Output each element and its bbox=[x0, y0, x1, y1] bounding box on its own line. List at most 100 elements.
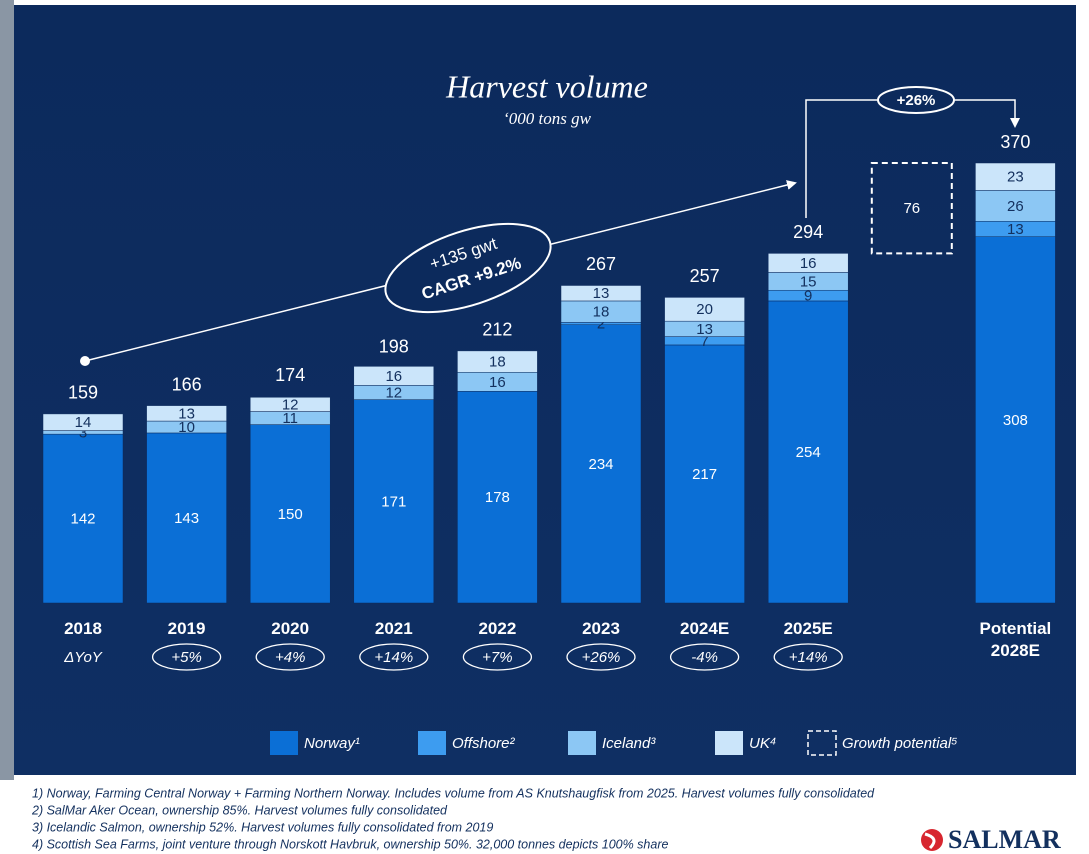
x-tick-label: 2024E bbox=[680, 619, 730, 638]
bar-segment bbox=[767, 300, 849, 604]
bar-segment bbox=[975, 190, 1056, 222]
segment-label: 11 bbox=[282, 410, 298, 427]
bar-segment bbox=[353, 366, 435, 386]
segment-label: 171 bbox=[381, 493, 406, 510]
footnote: 4) Scottish Sea Farms, joint venture thr… bbox=[32, 837, 668, 851]
bar-segment bbox=[975, 162, 1056, 191]
total-label: 174 bbox=[275, 365, 305, 385]
legend-swatch bbox=[418, 731, 446, 755]
footnote: 3) Icelandic Salmon, ownership 52%. Harv… bbox=[32, 820, 493, 834]
yoy-label: +4% bbox=[275, 649, 305, 666]
bar-segment bbox=[249, 397, 331, 412]
legend-label: Iceland³ bbox=[602, 735, 656, 752]
yoy-label: +14% bbox=[789, 649, 828, 666]
segment-label: 3 bbox=[79, 424, 87, 441]
total-label: 294 bbox=[793, 222, 823, 242]
total-label: 166 bbox=[172, 374, 202, 394]
segment-label: 12 bbox=[385, 384, 402, 401]
legend-swatch bbox=[568, 731, 596, 755]
segment-label: 9 bbox=[804, 288, 812, 305]
x-tick-label: 2022 bbox=[478, 619, 517, 638]
bar-segment bbox=[664, 344, 745, 604]
bar-segment bbox=[457, 350, 538, 373]
yoy-label: +26% bbox=[582, 649, 621, 666]
segment-label: 26 bbox=[1007, 198, 1024, 215]
yoy-ellipse bbox=[566, 643, 636, 671]
yoy-ellipse bbox=[669, 643, 740, 671]
total-label: 212 bbox=[482, 320, 512, 340]
growth-text: +26% bbox=[897, 92, 936, 109]
bar-segment bbox=[42, 413, 124, 431]
segment-label: 254 bbox=[796, 444, 821, 461]
background bbox=[14, 5, 1076, 775]
yoy-ellipse bbox=[151, 643, 222, 671]
yoy-title: ΔYoY bbox=[63, 649, 103, 666]
bar-segment bbox=[353, 399, 435, 604]
growth-ellipse bbox=[877, 86, 955, 114]
segment-label: 18 bbox=[489, 354, 506, 371]
segment-label: 16 bbox=[489, 374, 506, 391]
segment-label: 150 bbox=[278, 506, 303, 523]
bar-segment bbox=[42, 433, 124, 604]
segment-label: 143 bbox=[174, 510, 199, 527]
footnote: 2) SalMar Aker Ocean, ownership 85%. Har… bbox=[31, 803, 448, 817]
yoy-label: +5% bbox=[171, 649, 201, 666]
segment-label: 13 bbox=[178, 405, 195, 422]
total-label: 198 bbox=[379, 336, 409, 356]
segment-label: 16 bbox=[385, 368, 402, 385]
segment-label: 308 bbox=[1003, 412, 1028, 429]
x-tick-label: 2025E bbox=[783, 619, 833, 638]
total-label: 159 bbox=[68, 383, 98, 403]
total-label: 370 bbox=[1000, 132, 1030, 152]
segment-label: 13 bbox=[1007, 221, 1024, 238]
bar-segment bbox=[767, 253, 849, 273]
photo-strip bbox=[0, 0, 14, 780]
yoy-ellipse bbox=[255, 643, 325, 671]
legend-label: Offshore² bbox=[452, 735, 516, 752]
yoy-label: +14% bbox=[374, 649, 413, 666]
segment-label: 217 bbox=[692, 466, 717, 483]
x-tick-label: 2021 bbox=[374, 619, 413, 638]
segment-label: 178 bbox=[485, 489, 510, 506]
yoy-label: -4% bbox=[691, 649, 718, 666]
legend-label: UK⁴ bbox=[749, 735, 776, 752]
logo-mark bbox=[924, 832, 936, 850]
segment-label: 234 bbox=[588, 456, 613, 473]
segment-label: 2 bbox=[597, 316, 605, 333]
bar-segment bbox=[560, 324, 642, 604]
yoy-ellipse bbox=[773, 643, 843, 671]
bar-segment bbox=[457, 391, 538, 604]
growth-bar bbox=[870, 162, 953, 255]
x-tick-label: 2023 bbox=[582, 619, 620, 638]
segment-label: 20 bbox=[696, 301, 713, 318]
brand: SALMAR bbox=[948, 825, 1061, 854]
bar-segment bbox=[664, 297, 745, 322]
segment-label: 18 bbox=[593, 304, 610, 321]
total-label: 257 bbox=[690, 266, 720, 286]
segment-label: 10 bbox=[178, 419, 195, 436]
segment-label: 13 bbox=[696, 321, 713, 338]
logo: SALMAR bbox=[921, 825, 1061, 854]
yoy-ellipse bbox=[462, 643, 533, 671]
legend-label: Growth potential⁵ bbox=[842, 735, 958, 752]
bar-segment bbox=[146, 405, 227, 422]
segment-label: 14 bbox=[75, 414, 92, 431]
segment-label: 12 bbox=[282, 396, 299, 413]
legend-swatch bbox=[807, 730, 837, 756]
segment-label: 142 bbox=[70, 511, 95, 528]
segment-label: 23 bbox=[1007, 169, 1024, 186]
x-tick-label: 2019 bbox=[167, 619, 206, 638]
segment-label: 15 bbox=[800, 273, 817, 290]
total-label: 267 bbox=[586, 254, 616, 274]
segment-label: 16 bbox=[800, 255, 817, 272]
cagr-ellipse bbox=[384, 222, 552, 314]
segment-label: 13 bbox=[593, 285, 610, 302]
segment-label: 76 bbox=[903, 200, 920, 217]
x-tick-label: 2018 bbox=[64, 619, 102, 638]
cagr-dot bbox=[80, 356, 90, 366]
legend-label: Norway¹ bbox=[304, 735, 360, 752]
x-tick-label: Potential 2028E bbox=[979, 619, 1052, 660]
bar-segment bbox=[560, 285, 642, 302]
